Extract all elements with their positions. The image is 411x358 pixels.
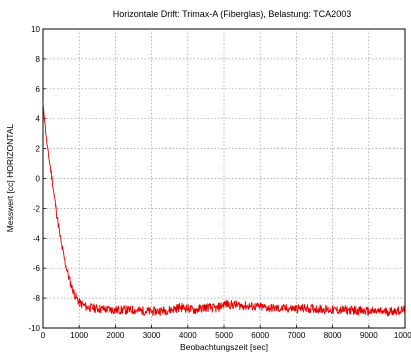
x-tick-label: 4000 xyxy=(179,331,197,340)
y-tick-label: 6 xyxy=(36,85,41,94)
x-tick-label: 6000 xyxy=(251,331,269,340)
plot-area xyxy=(42,28,406,329)
x-tick-label: 9000 xyxy=(360,331,378,340)
y-tick-label: 2 xyxy=(36,145,41,154)
y-tick-label: -10 xyxy=(28,324,40,333)
y-tick-label: 8 xyxy=(36,55,41,64)
x-tick-label: 1000 xyxy=(70,331,88,340)
y-tick-label: -4 xyxy=(33,234,41,243)
y-tick-label: -6 xyxy=(33,264,41,273)
y-tick-label: -2 xyxy=(33,204,41,213)
x-tick-label: 8000 xyxy=(324,331,342,340)
x-tick-label: 7000 xyxy=(288,331,306,340)
series-line xyxy=(42,103,406,317)
chart-title: Horizontale Drift: Trimax-A (Fiberglas),… xyxy=(113,9,351,19)
y-tick-label: 0 xyxy=(36,175,41,184)
x-tick-label: 2000 xyxy=(107,331,125,340)
y-axis-label: Messwert [cc] HORIZONTAL xyxy=(5,123,15,232)
x-tick-label: 3000 xyxy=(143,331,161,340)
x-tick-label: 5000 xyxy=(215,331,233,340)
axis-ticks: 0 1000 2000 3000 4000 5000 6000 7000 8000 9000 100… xyxy=(28,25,411,340)
y-tick-label: 10 xyxy=(31,25,40,34)
x-tick-label: 10000 xyxy=(394,331,411,340)
x-tick-label: 0 xyxy=(41,331,46,340)
series-layer xyxy=(42,103,406,317)
y-tick-label: -8 xyxy=(33,294,41,303)
grid-lines xyxy=(43,29,405,328)
x-axis-label: Beobachtungszeit [sec] xyxy=(180,342,268,352)
y-tick-label: 4 xyxy=(36,115,41,124)
